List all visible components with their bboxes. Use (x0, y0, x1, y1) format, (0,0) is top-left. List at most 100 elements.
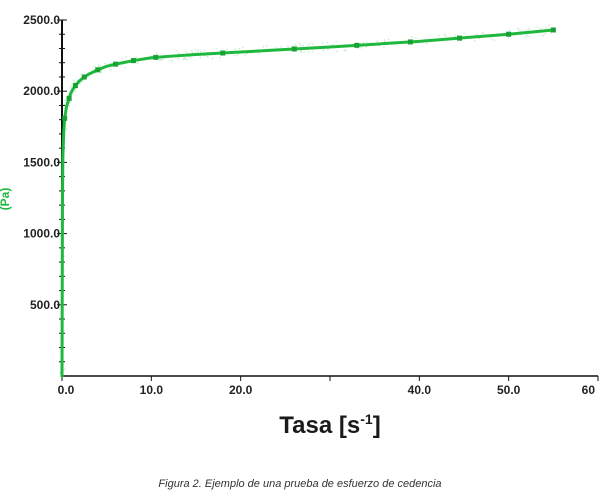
figure-caption: Figura 2. Ejemplo de una prueba de esfue… (158, 478, 442, 490)
scatter-point (322, 49, 325, 52)
scatter-point (299, 51, 302, 54)
x-tick-label: 10.0 (140, 383, 164, 397)
scatter-point (307, 44, 309, 47)
scatter-point (299, 44, 302, 47)
x-tick-label: 0.0 (58, 383, 75, 397)
scatter-point (70, 84, 73, 87)
scatter-point (526, 29, 529, 31)
scatter-point (156, 52, 158, 55)
scatter-point (365, 45, 367, 48)
chart-axes (61, 20, 598, 377)
scatter-point (160, 58, 163, 61)
scatter-point (136, 62, 139, 65)
scatter-point (219, 56, 222, 59)
scatter-point (184, 57, 187, 59)
scatter-point (73, 81, 76, 83)
scatter-point (98, 65, 101, 68)
scatter-point (69, 86, 72, 89)
scatter-point (244, 54, 247, 57)
scatter-point (183, 57, 186, 59)
scatter-point (383, 40, 386, 43)
scatter-point (237, 53, 240, 56)
scatter-point (109, 68, 112, 71)
scatter-point (542, 34, 544, 37)
scatter-point (184, 50, 187, 53)
series-marker (62, 115, 68, 121)
scatter-point (196, 51, 199, 53)
series-marker (506, 31, 512, 37)
scatter-point (463, 32, 465, 34)
scatter-point (72, 79, 75, 82)
series-marker (72, 83, 78, 89)
scatter-point (527, 35, 530, 38)
scatter-point (517, 29, 520, 31)
scatter-point (124, 66, 127, 69)
scatter-point (382, 46, 385, 49)
scatter-point (425, 43, 428, 45)
scatter-point (308, 42, 311, 45)
scatter-point (536, 26, 539, 28)
scatter-point (493, 39, 496, 42)
scatter-point (191, 51, 194, 54)
scatter-point (162, 57, 165, 60)
scatter-point (233, 54, 236, 57)
scatter-point (121, 57, 124, 60)
scatter-point (170, 59, 173, 62)
y-tick-label: 2000.0 (23, 84, 60, 98)
scatter-point (159, 59, 162, 61)
scatter-point (81, 80, 84, 83)
scatter-point (74, 90, 77, 93)
scatter-point (311, 50, 314, 53)
x-tick-label: 20.0 (229, 383, 253, 397)
scatter-point (300, 50, 303, 52)
scatter-point (171, 59, 174, 62)
scatter-point (524, 36, 527, 39)
scatter-point (186, 58, 188, 61)
x-axis-label-main: Tasa [s (279, 412, 360, 439)
series-marker (95, 67, 101, 73)
scatter-point (525, 34, 528, 37)
scatter-point (528, 27, 531, 30)
scatter-point (238, 47, 241, 50)
series-marker (113, 61, 119, 67)
series-marker (66, 95, 72, 101)
scatter-point (335, 40, 338, 43)
scatter-point (184, 58, 187, 61)
scatter-point (98, 65, 100, 68)
series-marker (130, 58, 136, 64)
scatter-point (80, 73, 83, 75)
scatter-point (321, 42, 324, 45)
scatter-point (490, 37, 493, 40)
scatter-point (548, 24, 551, 27)
scatter-point (302, 44, 305, 47)
series-marker (81, 74, 87, 80)
scatter-point (135, 56, 138, 59)
y-tick-label: 1000.0 (23, 227, 60, 241)
x-tick-label: 50.0 (497, 383, 521, 397)
scatter-point (79, 82, 82, 85)
scatter-point (68, 105, 71, 107)
series-layer (59, 24, 556, 378)
scatter-point (100, 71, 103, 74)
scatter-point (360, 46, 363, 49)
scatter-point (63, 368, 66, 371)
scatter-point (235, 54, 238, 57)
scatter-point (265, 45, 268, 47)
series-marker (153, 54, 159, 60)
scatter-point (507, 37, 510, 39)
scatter-point (234, 48, 237, 50)
scatter-point (286, 45, 289, 48)
scatter-point (69, 101, 71, 104)
scatter-point (539, 27, 542, 30)
scatter-point (177, 57, 180, 59)
scatter-point (175, 50, 178, 53)
x-axis-label-suffix: ] (373, 412, 381, 439)
scatter-point (158, 58, 161, 61)
scatter-point (203, 49, 206, 52)
scatter-point (473, 39, 476, 42)
scatter-point (291, 45, 294, 47)
scatter-point (189, 56, 192, 59)
x-axis-label: Tasa [s-1] (279, 411, 380, 439)
scatter-point (65, 128, 68, 131)
scatter-point (76, 79, 78, 82)
